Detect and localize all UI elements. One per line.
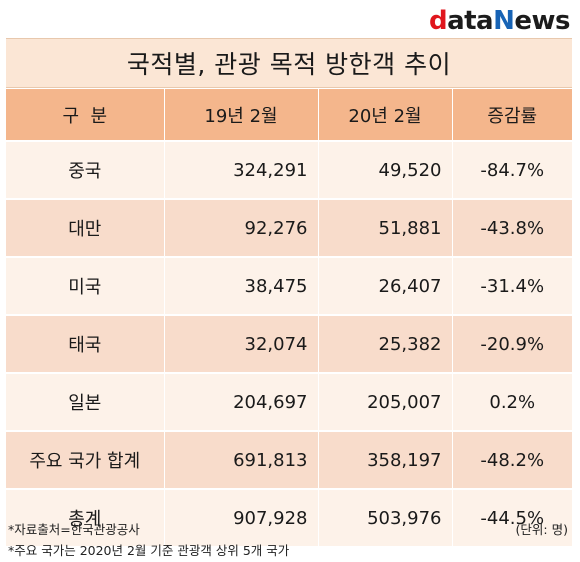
row-feb-19: 691,813 [164,431,319,489]
row-feb-19: 38,475 [164,257,319,315]
row-feb-19: 204,697 [164,373,319,431]
row-feb-20: 26,407 [318,257,453,315]
table-header-row: 구 분 19년 2월 20년 2월 증감률 [6,89,572,141]
visitor-table: 구 분 19년 2월 20년 2월 증감률 중국 324,291 49,520 … [6,89,572,546]
row-feb-20: 205,007 [318,373,453,431]
row-country: 태국 [6,315,165,373]
row-country: 총계 [6,489,165,546]
logo-n: N [493,6,515,36]
table-row: 미국 38,475 26,407 -31.4% [6,257,572,315]
datanews-logo: dataNews [428,6,571,36]
row-rate: 0.2% [452,373,572,431]
table-title: 국적별, 관광 목적 방한객 추이 [6,38,572,88]
row-rate: -84.7% [452,141,572,199]
row-feb-19: 324,291 [164,141,319,199]
row-feb-20: 49,520 [318,141,453,199]
source-note: *자료출처=한국관광공사 [8,522,140,537]
header-category: 구 분 [6,89,165,141]
row-rate: -31.4% [452,257,572,315]
table-row: 일본 204,697 205,007 0.2% [6,373,572,431]
row-feb-20: 358,197 [318,431,453,489]
countries-note: *주요 국가는 2020년 2월 기준 관광객 상위 5개 국가 [8,543,290,558]
row-feb-19: 907,928 [164,489,319,546]
unit-note: (단위: 명) [515,522,568,537]
header-feb-19: 19년 2월 [164,89,319,141]
row-country: 일본 [6,373,165,431]
row-country: 미국 [6,257,165,315]
table-row: 태국 32,074 25,382 -20.9% [6,315,572,373]
row-country: 주요 국가 합계 [6,431,165,489]
row-rate: -44.5% [452,489,572,546]
header-feb-20: 20년 2월 [318,89,453,141]
row-country: 대만 [6,199,165,257]
table-row: 중국 324,291 49,520 -84.7% [6,141,572,199]
row-feb-20: 503,976 [318,489,453,546]
row-rate: -43.8% [452,199,572,257]
logo-ews: ews [514,6,570,36]
logo-d: d [428,6,448,36]
row-rate: -20.9% [452,315,572,373]
table-row: 주요 국가 합계 691,813 358,197 -48.2% [6,431,572,489]
table-row: 총계 907,928 503,976 -44.5% [6,489,572,546]
row-feb-19: 32,074 [164,315,319,373]
table-row: 대만 92,276 51,881 -43.8% [6,199,572,257]
row-country: 중국 [6,141,165,199]
logo-ata: ata [447,6,494,36]
header-change-rate: 증감률 [452,89,572,141]
row-feb-20: 51,881 [318,199,453,257]
row-feb-19: 92,276 [164,199,319,257]
row-feb-20: 25,382 [318,315,453,373]
row-rate: -48.2% [452,431,572,489]
